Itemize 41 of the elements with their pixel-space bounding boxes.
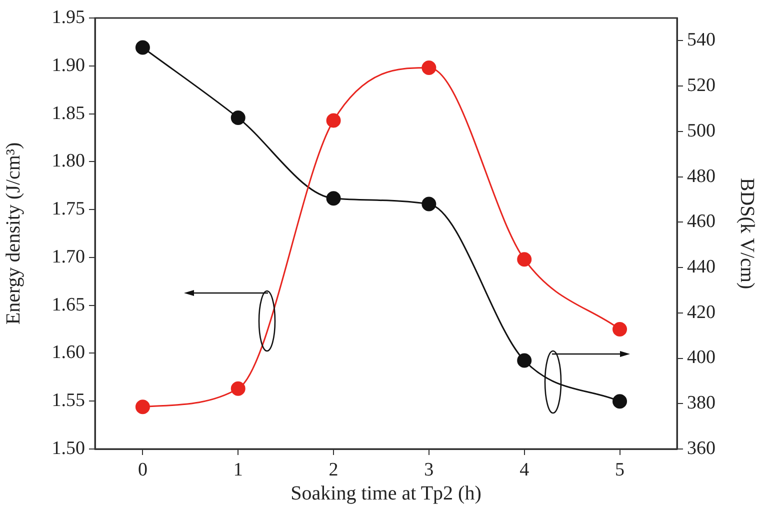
point xyxy=(422,196,436,212)
y-tick-label: 1.65 xyxy=(52,294,85,316)
point xyxy=(517,252,532,267)
point xyxy=(135,40,150,55)
point xyxy=(612,394,628,409)
y-tick-label: 1.60 xyxy=(52,342,85,364)
y-tick-label: 1.95 xyxy=(52,6,85,28)
y2-tick-label: 480 xyxy=(687,166,716,187)
y-tick-label: 1.55 xyxy=(52,390,85,412)
y2-tick-label: 360 xyxy=(687,438,716,459)
y-tick-label: 1.70 xyxy=(52,246,85,268)
y-tick-label: 1.50 xyxy=(52,438,85,459)
y-tick-label: 1.75 xyxy=(52,198,85,220)
y-tick-label: 1.80 xyxy=(52,150,85,172)
x-tick-label: 1 xyxy=(233,459,243,480)
y2-tick-label: 460 xyxy=(687,211,716,232)
y2-axis-title: BDS(k V/cm) xyxy=(736,178,758,290)
y2-tick-label: 380 xyxy=(687,392,716,414)
y2-tick-label: 440 xyxy=(687,256,716,278)
y2-tick-label: 540 xyxy=(687,30,716,51)
x-tick-label: 2 xyxy=(328,459,338,480)
point xyxy=(422,60,436,76)
point xyxy=(230,110,246,126)
point xyxy=(517,353,532,368)
point xyxy=(326,191,341,206)
x-tick-label: 0 xyxy=(138,459,148,480)
x-axis-title: Soaking time at Tp2 (h) xyxy=(290,482,482,504)
point xyxy=(326,113,341,128)
y-tick-label: 1.90 xyxy=(52,54,85,76)
y2-tick-label: 520 xyxy=(687,75,716,96)
y2-tick-label: 400 xyxy=(687,347,716,368)
point xyxy=(230,381,246,396)
point xyxy=(612,322,628,337)
y2-tick-label: 420 xyxy=(687,302,716,323)
x-tick-label: 4 xyxy=(520,459,530,480)
x-tick-label: 5 xyxy=(615,459,625,480)
y-axis-title: Energy density (J/cm³) xyxy=(2,142,24,325)
x-tick-label: 3 xyxy=(424,459,434,480)
point xyxy=(135,400,150,414)
y-tick-label: 1.85 xyxy=(52,102,85,124)
y2-tick-label: 500 xyxy=(687,120,716,142)
